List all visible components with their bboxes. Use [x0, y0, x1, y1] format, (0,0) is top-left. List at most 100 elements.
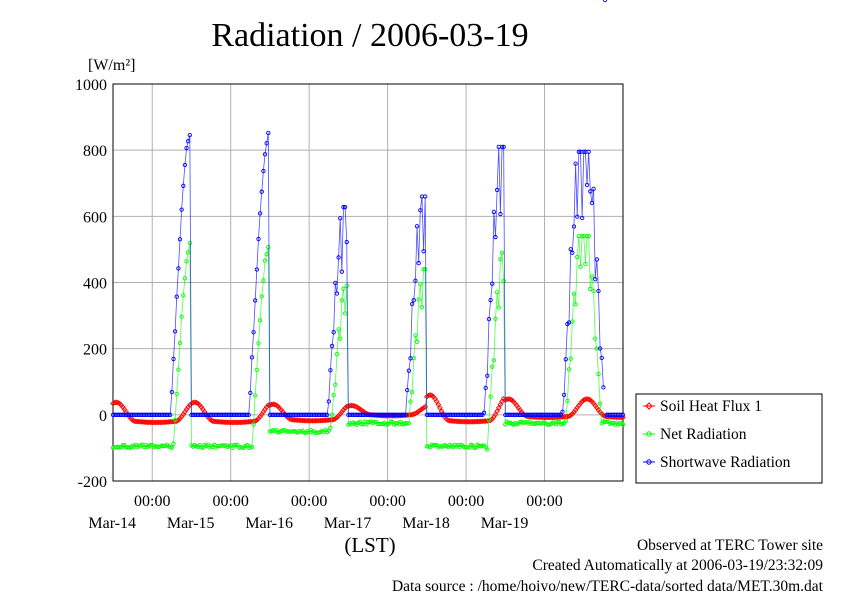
- data-point: [557, 412, 562, 417]
- data-point: [255, 415, 262, 422]
- data-point: [338, 336, 343, 341]
- data-point: [244, 412, 250, 417]
- data-point: [177, 340, 183, 346]
- data-point: [330, 416, 337, 423]
- data-point: [177, 237, 183, 242]
- y-tick-label: 600: [83, 209, 107, 226]
- data-point: [127, 445, 132, 450]
- data-point: [419, 305, 425, 310]
- data-point: [324, 412, 330, 417]
- legend-items: Soil Heat Flux 1 Net Radiation Shortwave R…: [643, 398, 791, 471]
- data-point: [491, 358, 497, 363]
- data-point: [328, 368, 333, 373]
- data-point: [501, 144, 506, 150]
- data-point: [596, 371, 601, 377]
- data-point: [181, 293, 186, 298]
- data-point: [187, 240, 192, 246]
- data-point: [169, 389, 174, 395]
- data-point: [480, 443, 485, 448]
- data-point: [483, 385, 488, 391]
- data-point: [593, 336, 598, 341]
- data-point: [408, 399, 413, 404]
- series-line: [113, 132, 604, 416]
- data-point: [239, 445, 245, 450]
- x-axis-ticks: 00:00 Mar-14 00:00 Mar-15 00:00 Mar-16 00:00 Ma…: [88, 493, 562, 532]
- data-point: [494, 290, 500, 295]
- data-point: [168, 412, 173, 417]
- data-point: [478, 412, 483, 417]
- data-point: [179, 207, 184, 212]
- data-point: [490, 281, 495, 286]
- data-point: [251, 422, 256, 427]
- data-point: [113, 399, 120, 406]
- data-point: [185, 404, 192, 410]
- data-point: [171, 441, 176, 447]
- data-point: [254, 367, 259, 373]
- data-point: [420, 405, 427, 411]
- data-point: [597, 401, 603, 406]
- data-point: [186, 139, 191, 144]
- data-point: [401, 412, 407, 417]
- data-point: [172, 417, 178, 422]
- data-point: [505, 396, 512, 402]
- data-point: [339, 409, 345, 415]
- data-point: [342, 311, 348, 316]
- data-point: [586, 149, 591, 154]
- data-point: [169, 445, 174, 450]
- footer-data-source: Data source : /home/hoivo/new/TERC-data/…: [392, 578, 824, 595]
- data-point: [131, 418, 138, 424]
- data-point: [493, 234, 498, 240]
- data-point: [579, 398, 585, 405]
- data-point: [619, 412, 624, 417]
- data-point: [566, 413, 572, 420]
- data-point: [550, 420, 555, 425]
- data-point: [490, 364, 495, 369]
- legend: Soil Heat Flux 1 Net Radiation Shortwave R…: [635, 393, 823, 484]
- data-point: [179, 314, 184, 319]
- data-point: [485, 373, 490, 378]
- x-date-label: Mar-18: [402, 515, 450, 532]
- data-point: [568, 247, 573, 252]
- data-point: [339, 298, 344, 303]
- data-point: [577, 400, 584, 407]
- data-point: [342, 204, 348, 210]
- data-point: [485, 447, 490, 452]
- data-point: [166, 412, 171, 417]
- y-axis-label: [W/m²]: [88, 57, 135, 74]
- data-point: [405, 387, 410, 393]
- data-point: [562, 392, 567, 398]
- data-point: [498, 257, 503, 262]
- data-point: [579, 234, 585, 239]
- data-point: [254, 267, 259, 272]
- data-point: [331, 330, 336, 335]
- data-point: [609, 420, 614, 426]
- data-point: [575, 254, 580, 260]
- data-point: [172, 329, 178, 334]
- data-point: [560, 409, 565, 414]
- data-point: [601, 385, 606, 390]
- data-point: [566, 320, 572, 325]
- data-point: [253, 298, 258, 303]
- data-point: [261, 168, 266, 174]
- data-point: [261, 278, 266, 283]
- data-point: [423, 267, 428, 272]
- data-point: [338, 216, 343, 221]
- data-point: [266, 130, 271, 136]
- data-point: [326, 399, 331, 404]
- x-time-tick-label: 00:00: [369, 493, 405, 510]
- data-point: [184, 259, 189, 264]
- data-point: [405, 421, 410, 426]
- data-point: [409, 301, 415, 307]
- data-point: [498, 211, 503, 217]
- data-point: [593, 277, 598, 282]
- data-point: [337, 411, 344, 417]
- data-point: [182, 276, 188, 281]
- data-point: [588, 286, 593, 291]
- data-point: [264, 252, 269, 257]
- data-point: [171, 356, 176, 362]
- data-point: [493, 316, 498, 321]
- series-group: [110, 0, 626, 452]
- data-point: [567, 412, 574, 419]
- data-point: [575, 214, 580, 219]
- y-tick-label: 400: [83, 276, 107, 293]
